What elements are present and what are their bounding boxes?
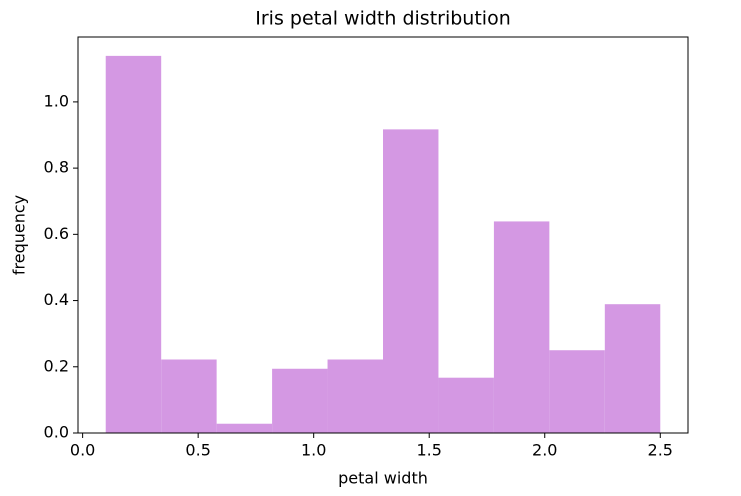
x-tick-label: 0.5: [185, 441, 210, 460]
bar: [438, 377, 494, 433]
y-tick-label: 0.4: [44, 290, 69, 309]
x-tick-label: 2.0: [532, 441, 557, 460]
y-tick-label: 0.8: [44, 158, 69, 177]
bar: [105, 55, 162, 433]
bar: [493, 221, 550, 433]
y-tick-label: 0.6: [44, 224, 69, 243]
bar: [161, 359, 217, 433]
y-tick-label: 0.2: [44, 356, 69, 375]
x-tick-label: 1.0: [301, 441, 326, 460]
x-tick-label: 1.5: [416, 441, 441, 460]
bar: [383, 129, 439, 433]
bar: [327, 359, 383, 433]
y-axis-label: frequency: [10, 195, 29, 275]
x-axis-label: petal width: [338, 469, 428, 488]
bar: [216, 423, 273, 433]
x-tick-label: 2.5: [648, 441, 673, 460]
bar: [604, 304, 661, 433]
bar: [272, 368, 328, 433]
x-tick-label: 0.0: [70, 441, 95, 460]
bar: [549, 350, 605, 433]
y-tick-label: 0.0: [44, 423, 69, 442]
plot-frame: [77, 36, 689, 434]
chart-title: Iris petal width distribution: [255, 8, 510, 30]
y-tick-label: 1.0: [44, 91, 69, 110]
